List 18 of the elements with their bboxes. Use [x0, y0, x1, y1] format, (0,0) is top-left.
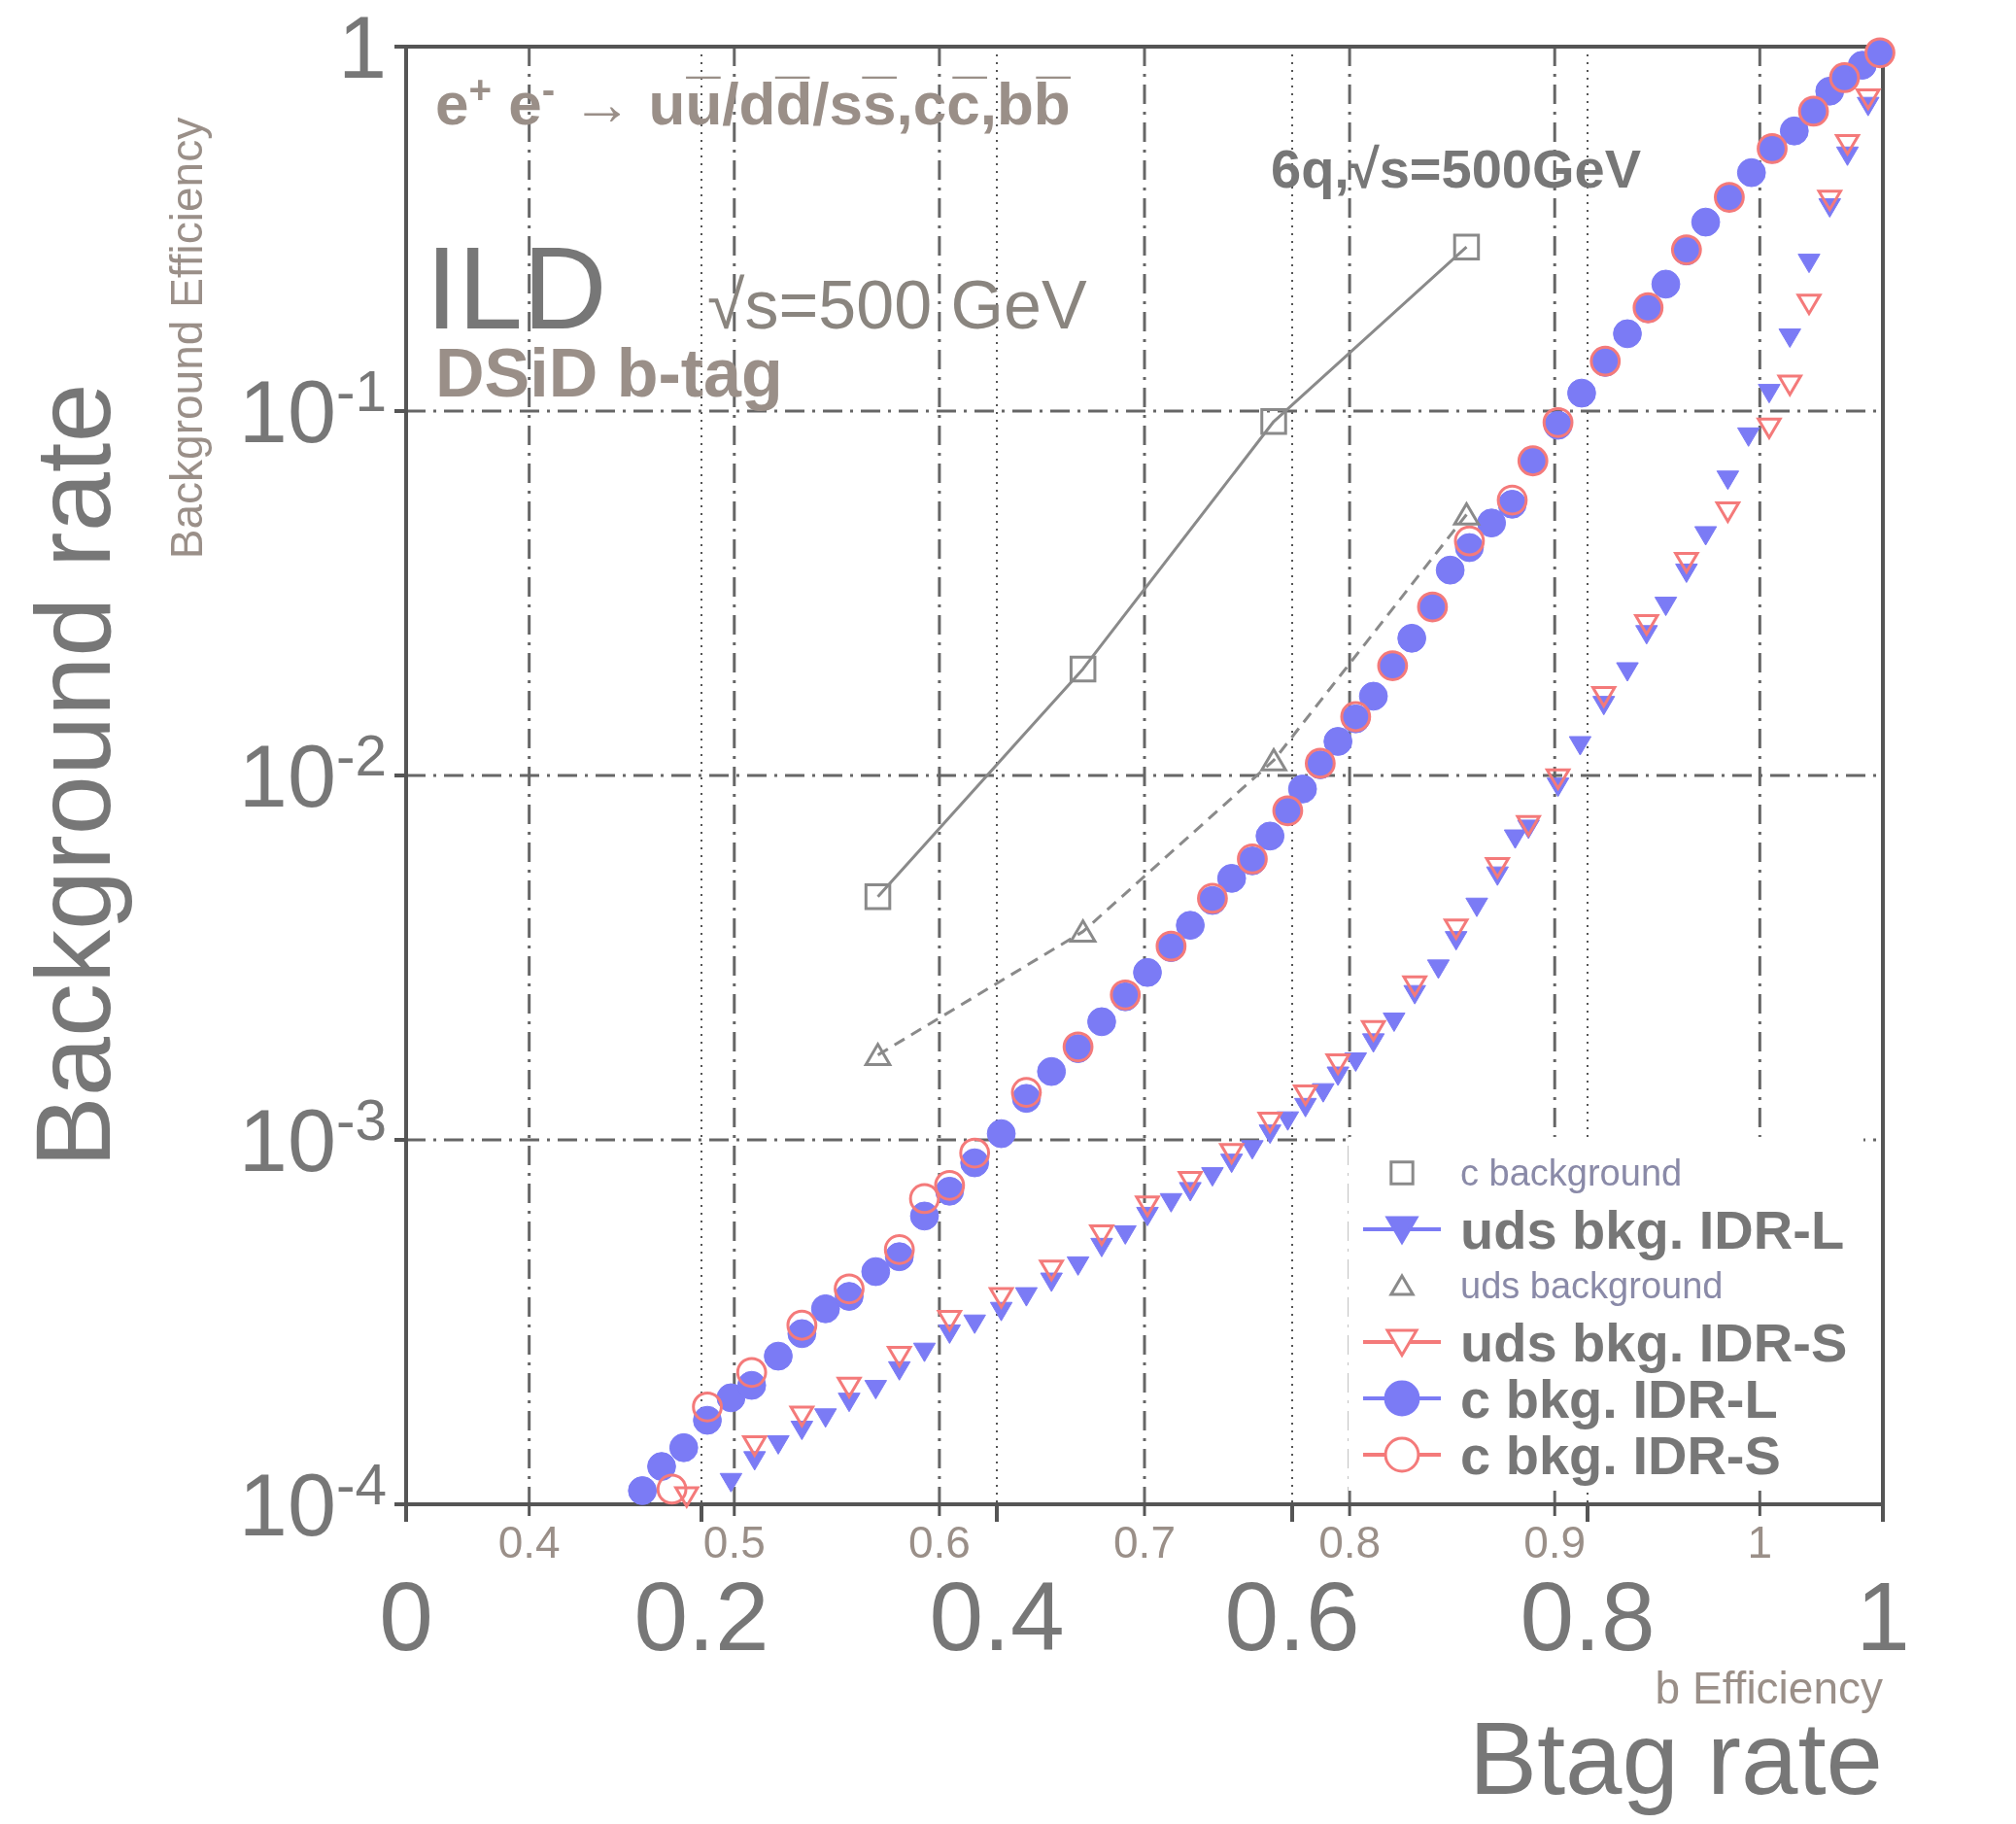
y-tick-label: 10$^{-4}$ — [238, 1452, 387, 1554]
y-tick-label: 10$^{-2}$ — [238, 723, 387, 825]
y-tick-label: 10$^{-3}$ — [238, 1087, 387, 1189]
x2-tick-label: 0.4 — [497, 1517, 561, 1567]
legend-label: uds background — [1460, 1265, 1724, 1307]
annotation: √s=500 GeV — [707, 267, 1087, 343]
y2-axis-title: Background Efficiency — [161, 117, 212, 560]
legend-label: c background — [1460, 1153, 1683, 1194]
x-tick-label: 1 — [1856, 1562, 1910, 1670]
x2-tick-label: 1 — [1747, 1517, 1773, 1567]
annotation: 6q,√s=500GeV — [1271, 138, 1641, 199]
y-tick-label: 10$^{-1}$ — [238, 359, 387, 461]
x-tick-label: 0 — [379, 1562, 433, 1670]
y-tick-label: 1 — [337, 0, 387, 96]
legend-label: uds bkg. IDR-L — [1460, 1198, 1845, 1260]
annotation: e$^{+}$ e$^{-}$ → uu̅/dd̅/ss̅,cc̅,bb̅ — [435, 67, 1072, 137]
x2-tick-label: 0.7 — [1113, 1517, 1176, 1567]
y-axis-title: Background rate — [13, 383, 132, 1168]
